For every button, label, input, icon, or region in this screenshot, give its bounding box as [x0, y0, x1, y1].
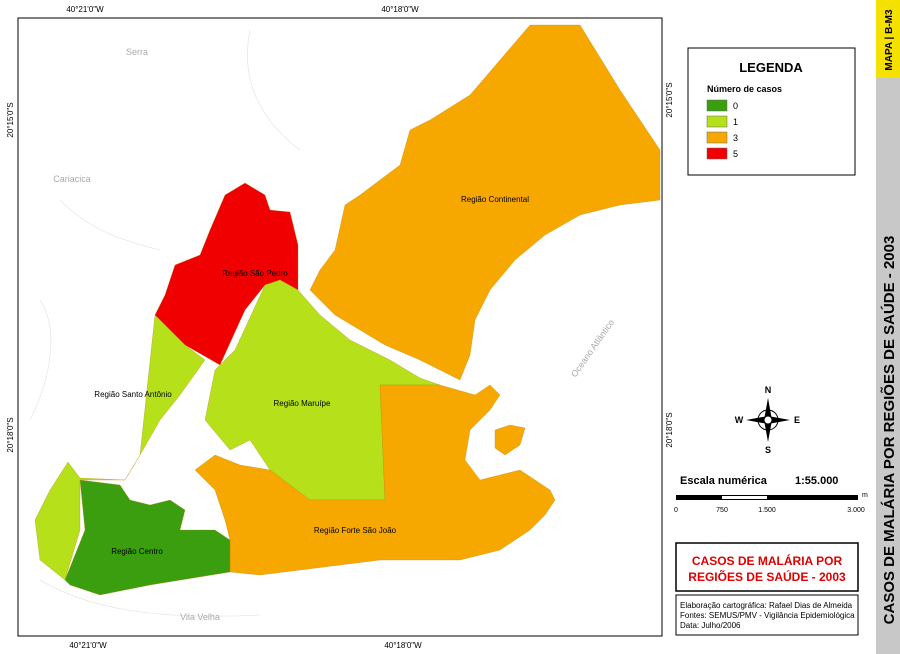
- legend-subtitle: Número de casos: [707, 84, 782, 94]
- legend-label: 0: [733, 101, 738, 111]
- coord-label: 20°15'0"S: [6, 102, 15, 137]
- coord-label: 20°18'0"S: [6, 417, 15, 452]
- compass-label: W: [735, 415, 744, 425]
- legend-swatch: [706, 147, 728, 160]
- place-label: Vila Velha: [180, 612, 220, 622]
- credit-line: Data: Julho/2006: [680, 621, 741, 630]
- region-continental: [309, 24, 661, 381]
- compass: N S E W: [735, 385, 800, 455]
- scale-ratio: 1:55.000: [795, 475, 838, 487]
- scale-tick: 1.500: [758, 507, 776, 514]
- coord-label: 20°18'0"S: [665, 412, 674, 447]
- scale-label: Escala numérica: [680, 475, 768, 487]
- sidebar-title: CASOS DE MALÁRIA POR REGIÕES DE SAÚDE - …: [880, 236, 898, 625]
- region-label: Região Maruípe: [274, 399, 331, 408]
- legend-swatch: [706, 99, 728, 112]
- credit-line: Elaboração cartográfica: Rafael Dias de …: [680, 601, 853, 610]
- title-box: [675, 542, 859, 592]
- scale-tick: 750: [716, 507, 728, 514]
- sidebar-bg: [876, 78, 900, 654]
- region-label: Região Continental: [461, 195, 529, 204]
- compass-label: N: [765, 385, 772, 395]
- scale-bar: [676, 495, 858, 500]
- scale-tick: 0: [674, 507, 678, 514]
- region-label: Região Santo Antônio: [94, 390, 172, 399]
- legend-label: 1: [733, 117, 738, 127]
- place-label: Cariacica: [53, 174, 91, 184]
- legend-swatch: [706, 131, 728, 144]
- scale-unit: m: [862, 492, 868, 499]
- compass-label: E: [794, 415, 800, 425]
- sidebar-code-bg: [876, 0, 900, 78]
- legend-swatch: [706, 115, 728, 128]
- legend-label: 5: [733, 149, 738, 159]
- sidebar-code: MAPA | B-M3: [884, 9, 895, 71]
- credits-box: [675, 594, 859, 636]
- coord-label: 40°18'0"W: [384, 641, 422, 650]
- title-line: REGIÕES DE SAÚDE - 2003: [688, 569, 846, 584]
- region-santo-antonio: [34, 314, 206, 581]
- region-label: Região Forte São João: [314, 526, 397, 535]
- region-label: Região São Pedro: [222, 269, 288, 278]
- coord-label: 40°18'0"W: [381, 5, 419, 14]
- scale-tick: 3.000: [847, 507, 865, 514]
- credit-line: Fontes: SEMUS/PMV - Vigilância Epidemiol…: [680, 611, 855, 620]
- region-label: Região Centro: [111, 547, 163, 556]
- coord-label: 20°15'0"S: [665, 82, 674, 117]
- legend-title: LEGENDA: [739, 60, 803, 75]
- island: [494, 424, 526, 456]
- coord-label: 40°21'0"W: [69, 641, 107, 650]
- region-centro: [64, 479, 231, 596]
- compass-label: S: [765, 445, 771, 455]
- legend-label: 3: [733, 133, 738, 143]
- region-forte-sao-joao: [194, 384, 556, 576]
- background-lines: [29, 29, 301, 617]
- place-label: Serra: [126, 47, 148, 57]
- title-line: CASOS DE MALÁRIA POR: [692, 553, 843, 568]
- coord-label: 40°21'0"W: [66, 5, 104, 14]
- region-sao-pedro: [154, 182, 299, 366]
